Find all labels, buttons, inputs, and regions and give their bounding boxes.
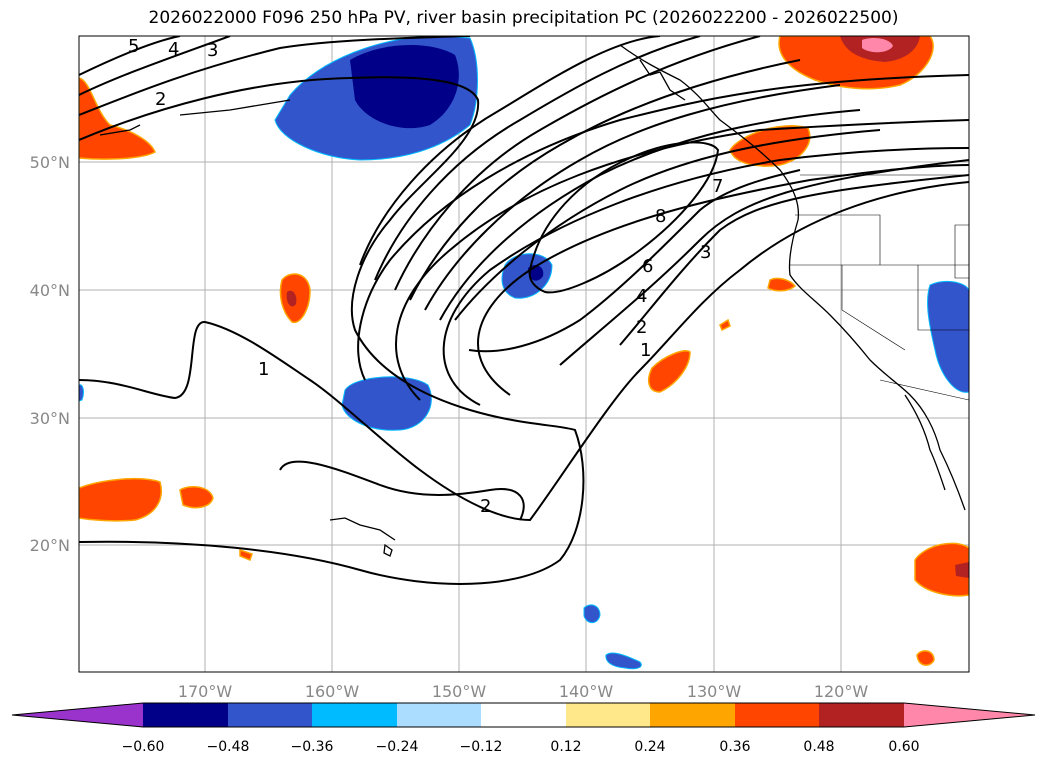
colorbar-tick-label: 0.12 [550,739,581,755]
lat-label: 40°N [30,281,70,300]
contour-label: 2 [480,496,491,517]
negative-anomaly-areas [79,36,969,670]
contour-label: 3 [700,242,711,263]
colorbar-segment [397,703,481,727]
lon-label: 120°W [814,682,869,701]
colorbar-segment [312,703,397,727]
colorbar-tick-label: −0.48 [207,739,250,755]
colorbar-extend-low [12,703,143,727]
colorbar-segment [481,703,566,727]
lon-label: 150°W [432,682,487,701]
colorbar [11,702,1036,728]
colorbar-segment [735,703,819,727]
contour-label: 1 [640,340,651,361]
contour-label: 7 [712,176,723,197]
contour-label: 2 [636,317,647,338]
lon-label: 170°W [178,682,233,701]
colorbar-segment [228,703,312,727]
colorbar-ticks: −0.60 −0.48 −0.36 −0.24 −0.12 0.12 0.24 … [122,739,920,755]
colorbar-tick-label: 0.60 [888,739,919,755]
colorbar-segment [566,703,650,727]
positive-anomaly-areas [79,36,969,666]
latitude-labels: 50°N 40°N 30°N 20°N [30,153,70,555]
pv-contours [79,36,969,585]
map-frame [78,35,970,673]
contour-label: 6 [642,256,653,277]
contour-label: 8 [655,206,666,227]
colorbar-tick-label: −0.60 [122,739,165,755]
colorbar-tick-label: 0.36 [719,739,750,755]
longitude-labels: 170°W 160°W 150°W 140°W 130°W 120°W [178,682,869,701]
lon-label: 140°W [559,682,614,701]
lon-label: 160°W [305,682,360,701]
colorbar-segment [650,703,735,727]
colorbar-tick-label: −0.24 [376,739,419,755]
contour-label: 4 [636,286,647,307]
contour-label: 2 [155,89,166,110]
colorbar-tick-label: −0.12 [460,739,503,755]
pv-contour-labels: 5 4 3 2 1 2 8 7 6 4 2 1 3 [128,36,723,517]
contour-label: 3 [207,40,218,61]
colorbar-tick-label: −0.36 [291,739,334,755]
map-background [79,36,969,672]
lat-label: 30°N [30,409,70,428]
lat-label: 20°N [30,536,70,555]
borders [790,174,969,401]
lon-label: 130°W [687,682,742,701]
colorbar-extend-high [904,703,1035,727]
colorbar-segment [819,703,904,727]
colorbar-tick-label: 0.48 [803,739,834,755]
contour-label: 4 [168,39,179,60]
map-title: 2026022000 F096 250 hPa PV, river basin … [148,8,899,28]
colorbar-segment [143,703,228,727]
contour-label: 1 [258,359,269,380]
gridlines [79,36,969,672]
colorbar-tick-label: 0.24 [634,739,665,755]
colorbar-outline [11,702,1036,728]
contour-label: 5 [128,36,139,57]
lat-label: 50°N [30,153,70,172]
